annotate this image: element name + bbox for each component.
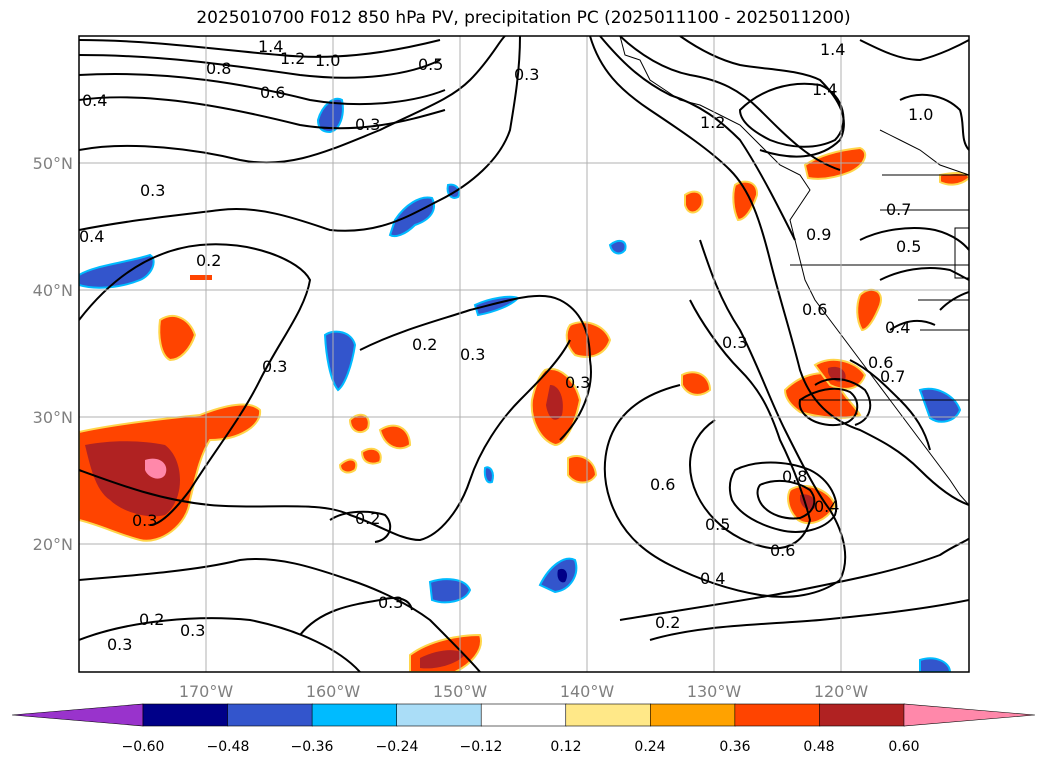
lat-label: 40°N	[33, 281, 73, 300]
contour-label: 0.9	[806, 225, 831, 244]
lat-tick-labels: 50°N 40°N 30°N 20°N	[33, 154, 73, 554]
contour-label: 0.2	[355, 509, 380, 528]
contour-label: 0.5	[705, 515, 730, 534]
contour-label: 0.6	[770, 541, 795, 560]
precip-shading	[79, 97, 969, 672]
contour-label: 1.4	[820, 40, 845, 59]
contour-label: 0.3	[460, 345, 485, 364]
contour-label: 0.3	[132, 511, 157, 530]
lat-label: 50°N	[33, 154, 73, 173]
gridlines	[79, 36, 969, 672]
contour-label: 0.5	[896, 237, 921, 256]
coastlines	[619, 36, 969, 506]
contour-label: 0.3	[140, 181, 165, 200]
colorbar-tick: −0.48	[207, 739, 250, 755]
contour-label: 0.3	[565, 373, 590, 392]
contour-label: 0.6	[260, 83, 285, 102]
contour-label: 0.3	[378, 593, 403, 612]
colorbar-tick: 0.36	[719, 739, 750, 755]
colorbar-segment	[227, 703, 313, 727]
pv-contours	[79, 36, 969, 672]
colorbar-tick: −0.12	[460, 739, 503, 755]
contour-label: 0.6	[650, 475, 675, 494]
colorbar-extend-max	[903, 703, 1036, 727]
contour-label: 0.3	[180, 621, 205, 640]
contour-label: 0.6	[802, 300, 827, 319]
lon-label: 160°W	[306, 682, 361, 700]
contour-label: 0.3	[514, 65, 539, 84]
colorbar-extend-min	[11, 703, 144, 727]
colorbar-tick: 0.24	[634, 739, 665, 755]
map-panel: 1.4 1.2 1.0 0.8 0.6 0.5 0.4 0.3 0.3 0.3 …	[33, 35, 970, 700]
colorbar-segment	[734, 703, 821, 727]
colorbar-tick: 0.48	[803, 739, 834, 755]
contour-label: 0.7	[880, 367, 905, 386]
colorbar-segment	[819, 703, 905, 727]
lon-label: 170°W	[179, 682, 234, 700]
contour-label: 0.5	[418, 55, 443, 74]
contour-labels: 1.4 1.2 1.0 0.8 0.6 0.5 0.4 0.3 0.3 0.3 …	[79, 37, 933, 654]
lon-label: 140°W	[560, 682, 615, 700]
lon-label: 120°W	[814, 682, 869, 700]
colorbar-tick: −0.36	[291, 739, 334, 755]
colorbar-tick: −0.24	[376, 739, 419, 755]
lon-tick-labels: 170°W 160°W 150°W 140°W 130°W 120°W	[179, 682, 869, 700]
lat-label: 20°N	[33, 535, 73, 554]
contour-label: 0.4	[79, 227, 104, 246]
colorbar-tick: −0.60	[122, 739, 165, 755]
colorbar-segments	[11, 703, 1036, 727]
colorbar-tick-labels: −0.60 −0.48 −0.36 −0.24 −0.12 0.12 0.24 …	[122, 739, 920, 755]
contour-label: 0.4	[885, 318, 910, 337]
contour-label: 0.2	[139, 610, 164, 629]
contour-label: 1.4	[812, 80, 837, 99]
contour-label: 0.4	[700, 569, 725, 588]
contour-label: 0.3	[355, 115, 380, 134]
colorbar-segment	[649, 703, 736, 727]
colorbar-segment	[565, 703, 652, 727]
contour-label: 1.0	[908, 105, 933, 124]
map-frame	[78, 35, 970, 673]
lon-label: 130°W	[687, 682, 742, 700]
chart-title: 2025010700 F012 850 hPa PV, precipitatio…	[196, 8, 851, 28]
contour-label: 1.4	[258, 37, 283, 56]
colorbar-tick: 0.60	[888, 739, 919, 755]
contour-label: 0.8	[206, 59, 231, 78]
colorbar-segment	[396, 703, 482, 727]
contour-label: 1.0	[315, 51, 340, 70]
contour-label: 0.2	[196, 251, 221, 270]
contour-label: 0.3	[107, 635, 132, 654]
lat-label: 30°N	[33, 408, 73, 427]
contour-label: 0.8	[782, 467, 807, 486]
contour-label: 0.2	[412, 335, 437, 354]
colorbar-segment	[480, 703, 567, 727]
contour-label: 0.3	[262, 357, 287, 376]
colorbar-segment	[142, 703, 229, 727]
contour-label: 0.4	[814, 497, 839, 516]
lon-label: 150°W	[433, 682, 488, 700]
contour-label: 0.4	[82, 91, 107, 110]
contour-label: 0.7	[886, 200, 911, 219]
contour-label: 0.6	[868, 353, 893, 372]
contour-label: 0.3	[722, 333, 747, 352]
colorbar-segment	[311, 703, 398, 727]
colorbar-tick: 0.12	[550, 739, 581, 755]
contour-label: 1.2	[700, 113, 725, 132]
contour-label: 0.2	[655, 613, 680, 632]
contour-label: 1.2	[280, 49, 305, 68]
